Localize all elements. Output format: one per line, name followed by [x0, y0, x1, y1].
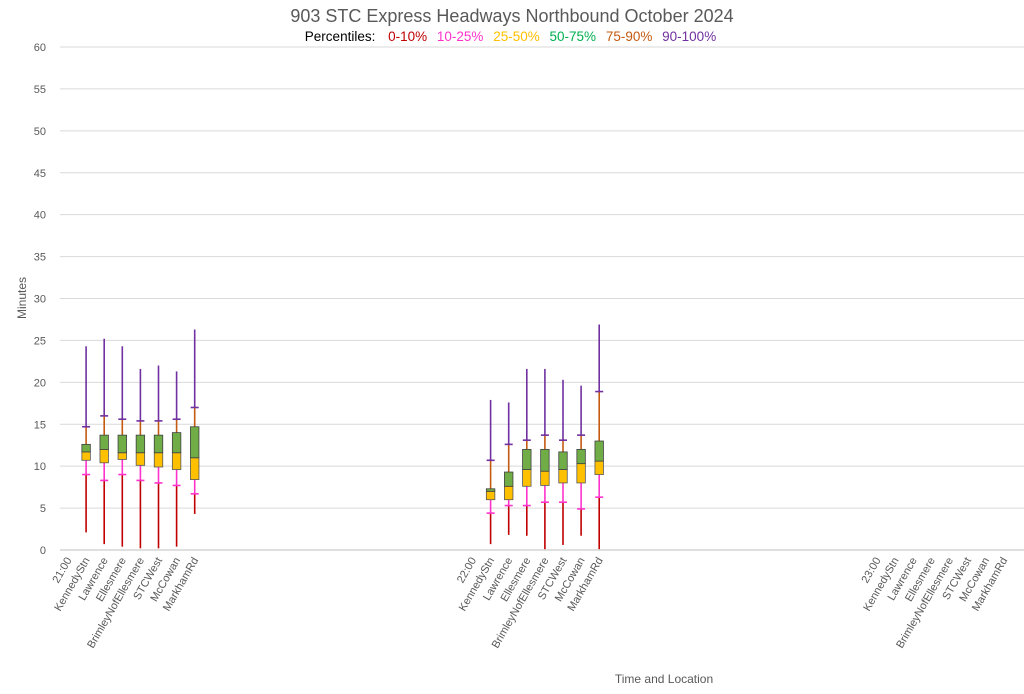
- box-2100-KennedyStn: [81, 346, 91, 533]
- legend-item-10-25: 10-25%: [436, 29, 484, 44]
- chart-title: 903 STC Express Headways Northbound Octo…: [290, 6, 734, 26]
- box-25-50: [117, 452, 127, 460]
- legend-item-25-50: 25-50%: [493, 29, 540, 44]
- legend-item-75-90: 75-90%: [605, 29, 653, 44]
- box-2200-STCWest: [558, 379, 568, 545]
- box-series: [81, 324, 604, 550]
- box-25-50: [594, 460, 604, 475]
- box-50-75: [81, 443, 91, 453]
- box-2100-STCWest: [153, 365, 164, 549]
- y-tick-label-60: 60: [34, 42, 46, 54]
- box-2200-MarkhamRd: [594, 324, 604, 550]
- box-25-50: [522, 469, 532, 487]
- y-tick-label-50: 50: [34, 126, 46, 138]
- y-axis-title: Minutes: [15, 277, 29, 319]
- box-25-50: [504, 485, 514, 501]
- gridlines: [60, 46, 1024, 551]
- y-tick-label-35: 35: [34, 252, 46, 264]
- y-tick-label-0: 0: [40, 545, 46, 557]
- y-tick-label-15: 15: [34, 419, 46, 431]
- box-50-75: [558, 451, 568, 470]
- legend-item-50-75: 50-75%: [549, 29, 597, 44]
- box-50-75: [190, 426, 200, 459]
- y-tick-label-25: 25: [34, 335, 46, 347]
- box-50-75: [594, 440, 604, 462]
- y-tick-label-45: 45: [34, 168, 46, 180]
- legend: Percentiles: 0-10% 10-25% 25-50% 50-75% …: [0, 29, 1024, 44]
- y-tick-label-20: 20: [34, 377, 46, 389]
- box-50-75: [576, 448, 586, 465]
- box-2100-Ellesmere: [117, 346, 127, 547]
- legend-title: Percentiles:: [304, 29, 376, 44]
- box-25-50: [171, 452, 182, 470]
- box-50-75: [522, 448, 532, 470]
- box-50-75: [504, 471, 514, 487]
- box-25-50: [540, 470, 550, 486]
- box-25-50: [153, 452, 164, 468]
- box-2200-Lawrence: [504, 402, 514, 535]
- legend-item-90-100: 90-100%: [662, 29, 717, 44]
- box-50-75: [135, 434, 146, 454]
- legend-item-0-10: 0-10%: [388, 29, 428, 44]
- box-25-50: [135, 452, 146, 466]
- box-25-50: [99, 448, 109, 464]
- box-50-75: [153, 434, 164, 454]
- box-25-50: [190, 457, 200, 480]
- y-tick-label-5: 5: [40, 503, 46, 515]
- x-axis-title: Time and Location: [615, 672, 713, 686]
- box-50-75: [117, 434, 127, 454]
- box-25-50: [485, 490, 496, 501]
- box-2100-BrimleyNofEllesmere: [135, 368, 146, 549]
- y-tick-label-30: 30: [34, 294, 46, 306]
- box-2200-KennedyStn: [485, 399, 496, 545]
- box-50-75: [99, 434, 109, 450]
- box-2200-Ellesmere: [522, 368, 532, 536]
- box-50-75: [485, 488, 496, 492]
- box-50-75: [171, 432, 182, 454]
- box-2100-Lawrence: [99, 338, 109, 545]
- box-2200-McCowan: [576, 385, 586, 536]
- box-25-50: [558, 469, 568, 484]
- box-2200-BrimleyNofEllesmere: [540, 368, 550, 550]
- y-tick-label-10: 10: [34, 461, 46, 473]
- box-2100-MarkhamRd: [190, 329, 200, 514]
- y-tick-label-55: 55: [34, 84, 46, 96]
- y-tick-label-40: 40: [34, 210, 46, 222]
- y-axis-ticks: 0 5 10 15 20 25 30 35 40 45 50 55 60: [34, 42, 46, 557]
- box-2100-McCowan: [171, 371, 182, 547]
- box-25-50: [81, 451, 91, 461]
- box-25-50: [576, 463, 586, 484]
- box-50-75: [540, 448, 550, 472]
- x-axis-ticks: 21:00KennedyStnLawrenceEllesmereBrimleyN…: [50, 556, 1010, 651]
